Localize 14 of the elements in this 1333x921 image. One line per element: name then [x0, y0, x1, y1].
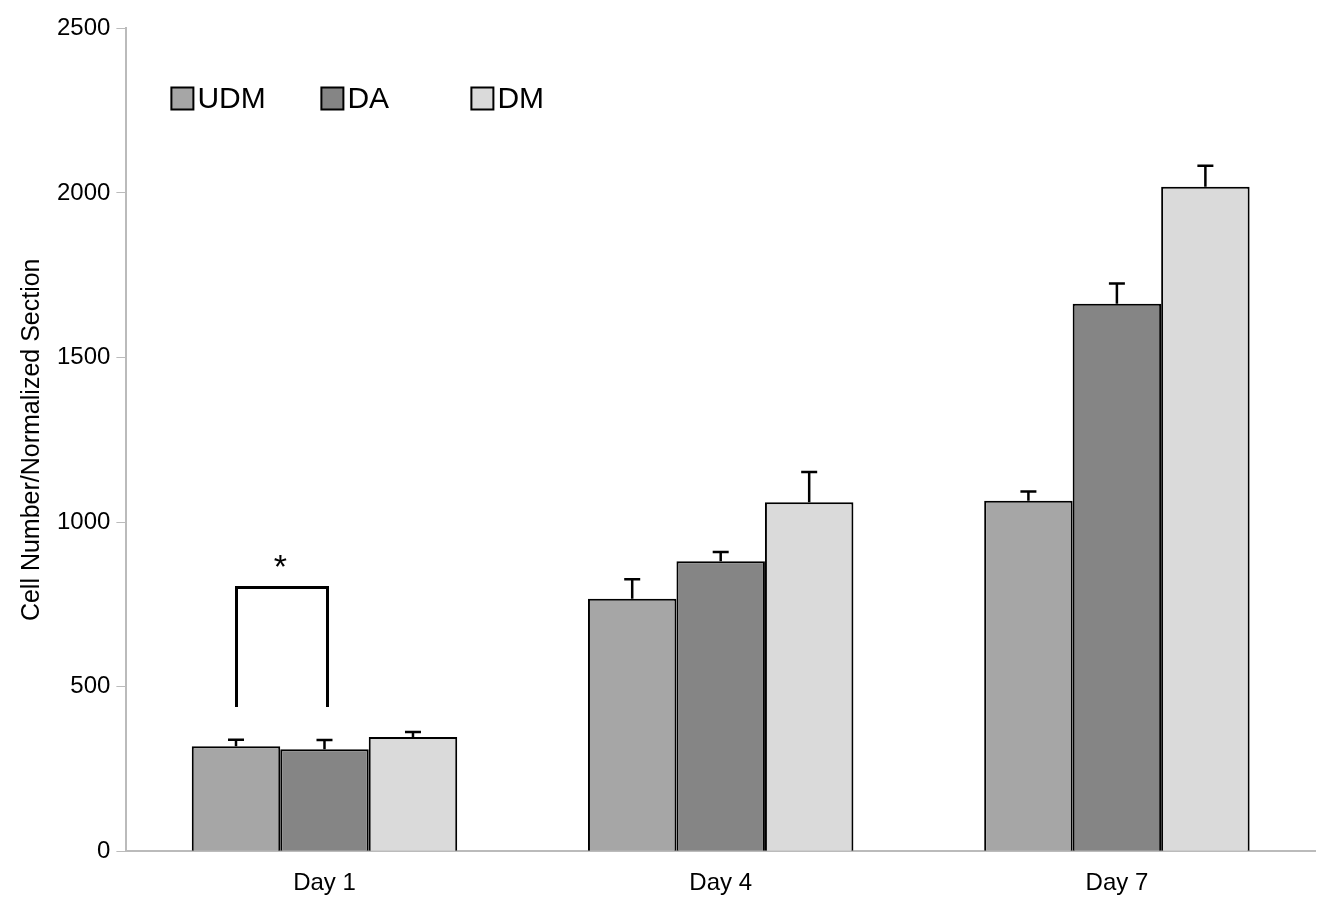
y-tick-label: 0 [97, 835, 111, 863]
y-tick-label: 500 [70, 671, 111, 699]
y-axis-title: Cell Number/Normalized Section [15, 258, 44, 622]
x-tick-label: Day 4 [689, 868, 753, 896]
x-tick-label: Day 7 [1085, 868, 1149, 896]
y-tick-label: 2000 [57, 177, 111, 205]
y-tick-label: 2500 [57, 13, 111, 41]
y-tick-label: 1500 [57, 342, 111, 370]
legend-label: UDM [197, 80, 266, 114]
legend-label: DM [497, 80, 545, 114]
y-tick-label: 1000 [57, 506, 111, 534]
annotation: * [273, 547, 287, 585]
legend-label: DA [347, 80, 390, 114]
x-tick-label: Day 1 [293, 868, 356, 896]
